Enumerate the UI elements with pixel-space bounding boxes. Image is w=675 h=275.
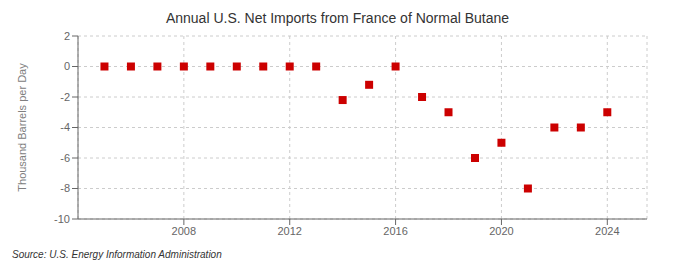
svg-text:-2: -2 bbox=[60, 91, 70, 103]
html-text:Source: U.S. Energy Informatio: Source: U.S. Energy Information Administ… bbox=[12, 249, 222, 260]
svg-text:-10: -10 bbox=[54, 213, 70, 225]
svg-text:2024: 2024 bbox=[595, 225, 619, 237]
svg-text:-4: -4 bbox=[60, 121, 70, 133]
svg-text:2: 2 bbox=[64, 30, 70, 42]
svg-text:-6: -6 bbox=[60, 152, 70, 164]
svg-text:-8: -8 bbox=[60, 182, 70, 194]
svg-text:2008: 2008 bbox=[172, 225, 196, 237]
svg-text:2020: 2020 bbox=[489, 225, 513, 237]
svg-text:Thousand Barrels per Day: Thousand Barrels per Day bbox=[16, 63, 28, 192]
svg-text:2012: 2012 bbox=[277, 225, 301, 237]
svg-text:2016: 2016 bbox=[383, 225, 407, 237]
svg-text:0: 0 bbox=[64, 60, 70, 72]
html-text:Annual U.S. Net Imports from F: Annual U.S. Net Imports from France of N… bbox=[165, 10, 510, 26]
